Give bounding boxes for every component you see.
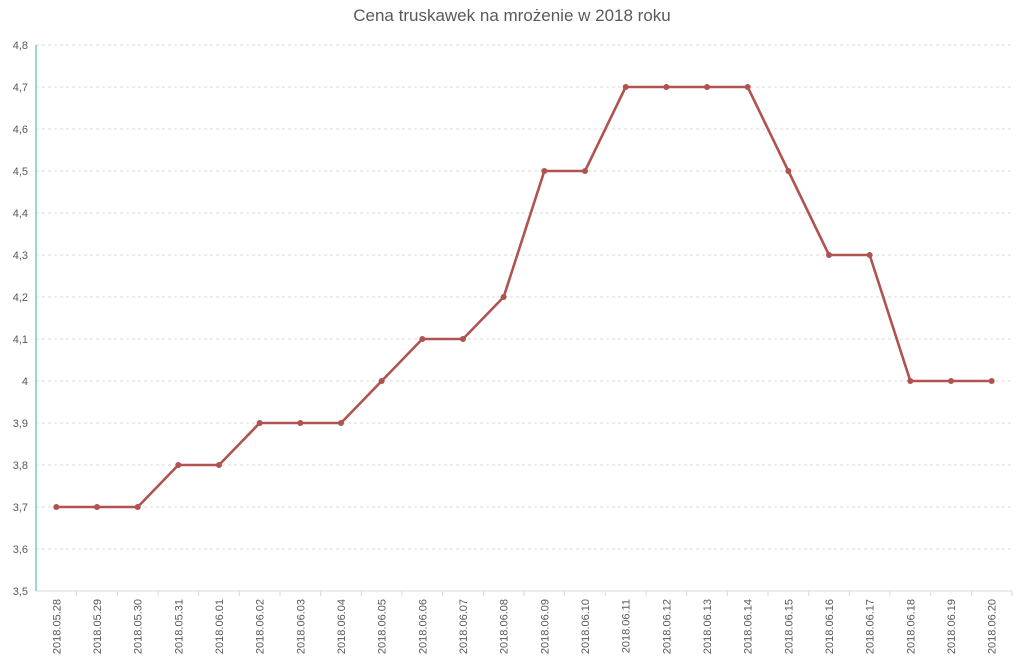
data-point (622, 84, 629, 90)
data-point (663, 84, 670, 90)
y-tick-label: 4,7 (13, 82, 28, 94)
x-tick-label: 2018.06.14 (743, 599, 755, 654)
data-point (907, 378, 914, 384)
x-tick-label: 2018.06.16 (824, 599, 836, 654)
x-tick-labels: 2018.05.28 2018.05.29 2018.05.30 2018.05.31… (51, 599, 998, 654)
x-tick-label: 2018.06.19 (946, 599, 958, 654)
data-point (94, 504, 100, 510)
data-point (256, 420, 263, 426)
data-point (460, 336, 466, 342)
data-point (704, 84, 710, 90)
x-tick-label: 2018.06.11 (621, 599, 633, 653)
data-point (826, 252, 832, 258)
x-tick-label: 2018.05.29 (92, 599, 104, 654)
data-point (541, 168, 548, 174)
data-point (134, 504, 141, 510)
x-tick-label: 2018.06.18 (905, 599, 917, 654)
series-line (56, 85, 992, 509)
y-tick-labels: 3,5 3,6 3,7 3,8 3,9 4 4,1 4,2 4,3 4,4 4,5 4,6 4,7 4,8 (13, 40, 28, 598)
x-tick-label: 2018.06.04 (336, 599, 348, 654)
y-tick-label: 4,8 (13, 40, 28, 52)
data-point (297, 420, 304, 426)
x-tick-label: 2018.06.15 (783, 599, 795, 654)
x-tick-label: 2018.06.03 (295, 599, 307, 654)
x-tick-label: 2018.06.12 (661, 599, 673, 654)
gridlines (36, 44, 1012, 550)
y-tick-label: 4 (22, 376, 28, 388)
data-point (53, 504, 60, 510)
y-tick-label: 4,1 (13, 334, 28, 346)
y-tick-label: 4,4 (13, 208, 28, 220)
y-tick-label: 4,6 (13, 124, 28, 136)
x-tick-label: 2018.06.17 (865, 599, 877, 654)
x-tick-label: 2018.06.10 (580, 599, 592, 654)
y-tick-label: 4,2 (13, 292, 28, 304)
x-tick-label: 2018.05.31 (173, 599, 185, 654)
x-tick-label: 2018.06.13 (702, 599, 714, 654)
x-tick-label: 2018.06.08 (499, 599, 511, 654)
data-point (378, 378, 385, 384)
data-point (582, 168, 588, 174)
axes (35, 45, 1013, 596)
x-tick-label: 2018.06.06 (417, 599, 429, 654)
y-tick-label: 4,3 (13, 250, 28, 262)
data-point (744, 84, 751, 90)
data-point (948, 378, 954, 384)
y-tick-label: 3,8 (13, 460, 28, 472)
data-point (216, 462, 222, 468)
data-point (988, 378, 995, 384)
x-tick-label: 2018.06.05 (377, 599, 389, 654)
x-tick-label: 2018.05.28 (51, 599, 63, 654)
x-tick-label: 2018.05.30 (133, 599, 145, 654)
series-layer (53, 84, 995, 510)
data-point (500, 294, 507, 300)
x-tick-label: 2018.06.07 (458, 599, 470, 654)
x-tick-label: 2018.06.20 (987, 599, 999, 654)
y-tick-label: 4,5 (13, 166, 28, 178)
data-point (175, 462, 182, 468)
y-tick-label: 3,7 (13, 502, 28, 514)
chart-title: Cena truskawek na mrożenie w 2018 roku (353, 6, 671, 25)
x-tick-label: 2018.06.01 (214, 599, 226, 654)
data-point (785, 168, 792, 174)
x-tick-label: 2018.06.09 (539, 599, 551, 654)
y-tick-label: 3,5 (13, 586, 28, 598)
x-tick-label: 2018.06.02 (255, 599, 267, 654)
data-point (866, 252, 873, 258)
y-tick-label: 3,6 (13, 544, 28, 556)
y-tick-label: 3,9 (13, 418, 28, 430)
data-point (419, 336, 426, 342)
data-point (338, 420, 344, 426)
